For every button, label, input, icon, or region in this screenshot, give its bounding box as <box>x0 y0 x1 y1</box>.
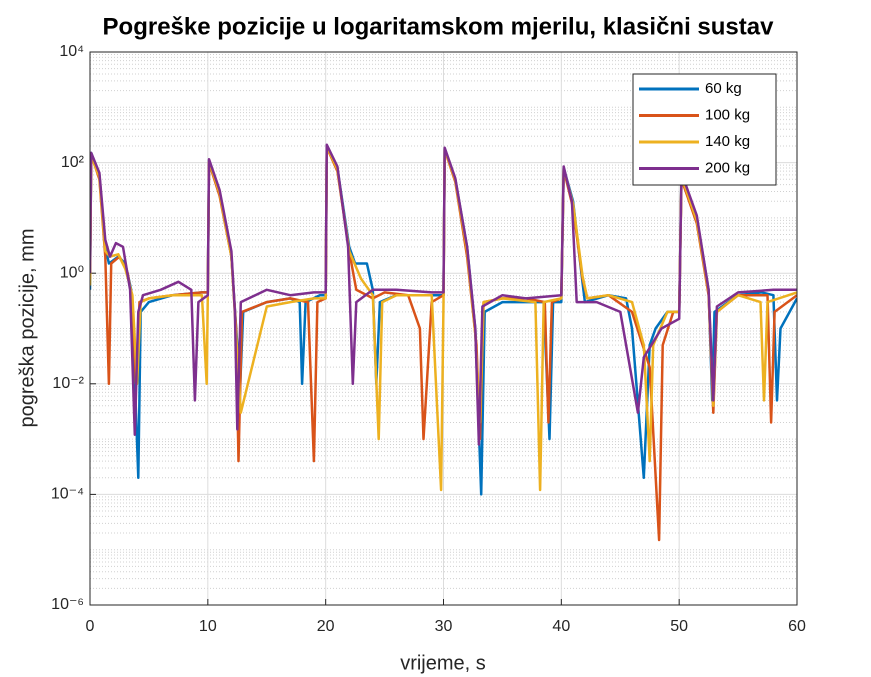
x-axis-label: vrijeme, s <box>400 652 486 674</box>
y-axis-label: pogreška pozicije, mm <box>16 229 38 428</box>
legend-box <box>632 73 777 186</box>
series-line <box>90 143 797 446</box>
legend-label: 100 kg <box>705 106 750 123</box>
x-tick-label: 20 <box>317 618 335 635</box>
axes-box <box>89 51 798 606</box>
chart-title: Pogreške pozicije u logaritamskom mjeril… <box>103 13 775 40</box>
x-tick-label: 30 <box>435 618 453 635</box>
y-tick-label: 10⁻⁶ <box>51 596 84 613</box>
legend-label: 200 kg <box>705 159 750 176</box>
legend-label: 60 kg <box>705 80 742 97</box>
x-tick-label: 0 <box>86 618 95 635</box>
x-tick-label: 10 <box>199 618 217 635</box>
series-line <box>90 145 797 492</box>
y-tick-label: 10⁻⁴ <box>51 486 84 503</box>
x-tick-label: 50 <box>670 618 688 635</box>
y-tick-label: 10² <box>61 154 85 171</box>
y-tick-label: 10⁴ <box>59 43 84 60</box>
x-tick-label: 60 <box>788 618 806 635</box>
y-tick-label: 10⁻² <box>52 375 84 392</box>
legend-label: 140 kg <box>705 133 750 150</box>
y-tick-label: 10⁰ <box>60 264 84 281</box>
x-tick-label: 40 <box>552 618 570 635</box>
